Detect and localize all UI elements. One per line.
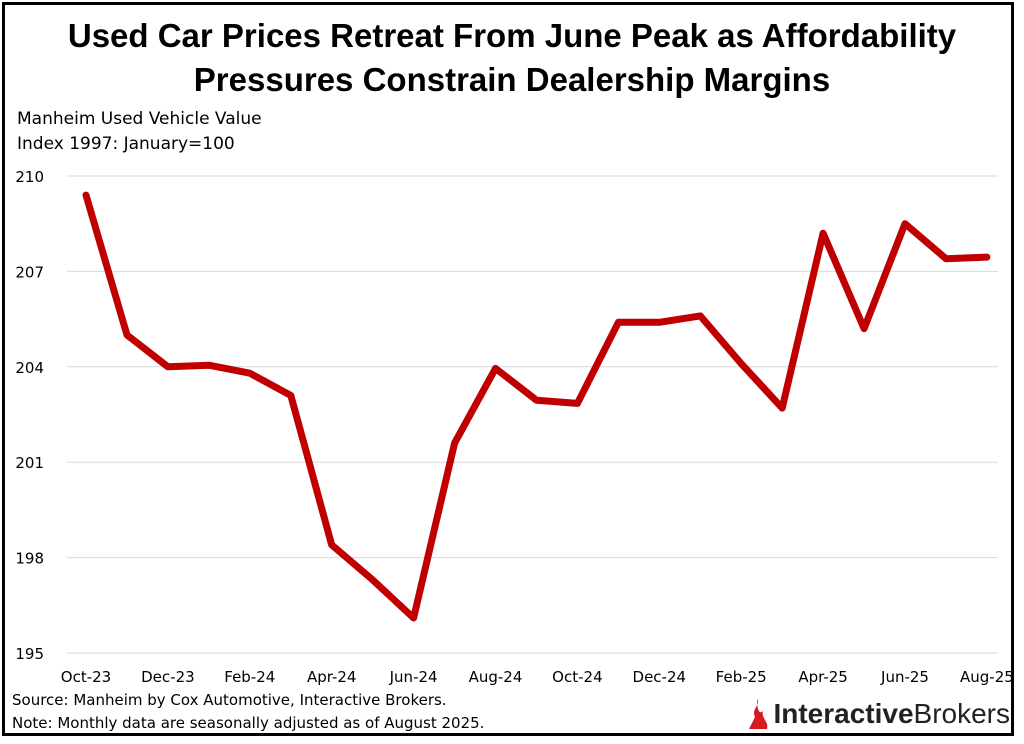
data-point-Jan-25: [699, 315, 701, 317]
x-tick-label: Apr-25: [798, 668, 848, 686]
data-point-Nov-24: [617, 321, 619, 323]
y-tick-label: 198: [15, 550, 44, 568]
brand-name-part-1: Interactive: [773, 698, 914, 729]
data-point-Feb-24: [249, 372, 251, 374]
x-tick-labels: Oct-23 Dec-23 Feb-24 Apr-24 Jun-24 Aug-24 Oct-…: [61, 668, 1014, 686]
data-point-Jun-25: [904, 223, 906, 225]
data-point-May-24: [372, 579, 374, 581]
data-point-Jul-24: [454, 442, 456, 444]
data-point-Oct-24: [576, 402, 578, 404]
source-note: Source: Manheim by Cox Automotive, Inter…: [12, 691, 447, 709]
y-axis-label-line-2: Index 1997: January=100: [17, 134, 235, 154]
data-point-Dec-23: [167, 366, 169, 368]
data-point-Apr-25: [822, 232, 824, 234]
series-layer: [82, 191, 991, 622]
y-axis-label-line-1: Manheim Used Vehicle Value: [17, 109, 262, 129]
x-tick-label: Dec-23: [141, 668, 195, 686]
x-tick-label: Feb-25: [716, 668, 767, 686]
data-point-Sep-24: [535, 399, 537, 401]
x-tick-label: Feb-24: [224, 668, 275, 686]
x-tick-label: Jun-25: [880, 668, 929, 686]
data-point-Mar-24: [290, 394, 292, 396]
chart-title: Used Car Prices Retreat From June Peak a…: [0, 14, 1024, 102]
y-tick-labels: 195 198 201 204 207 210: [15, 168, 44, 663]
y-tick-label: 207: [15, 263, 44, 281]
x-tick-label: Dec-24: [633, 668, 687, 686]
brokers-flame-icon: [749, 699, 768, 729]
brand-name-part-2: Brokers: [913, 698, 1010, 729]
data-point-Feb-25: [740, 363, 742, 365]
grid-layer: [67, 175, 998, 654]
x-tick-label: Apr-24: [307, 668, 357, 686]
data-point-Jun-24: [413, 617, 415, 619]
x-tick-label: Oct-23: [61, 668, 111, 686]
y-tick-label: 195: [15, 645, 44, 663]
data-point-May-25: [863, 328, 865, 330]
data-point-Oct-23: [85, 194, 87, 196]
y-tick-label: 210: [15, 168, 44, 186]
data-note: Note: Monthly data are seasonally adjust…: [12, 714, 485, 732]
x-tick-label: Aug-24: [469, 668, 523, 686]
data-point-Nov-23: [126, 334, 128, 336]
data-point-Jan-24: [208, 364, 210, 366]
x-tick-label: Oct-24: [552, 668, 602, 686]
x-tick-label: Jun-24: [389, 668, 438, 686]
y-tick-label: 204: [15, 359, 44, 377]
data-point-Aug-25: [986, 256, 988, 258]
data-point-Apr-24: [331, 544, 333, 546]
series-line-0: [82, 191, 991, 622]
data-point-Dec-24: [658, 321, 660, 323]
interactive-brokers-logo: Interactive Brokers: [747, 696, 1010, 732]
y-tick-label: 201: [15, 454, 44, 472]
x-tick-label: Aug-25: [960, 668, 1014, 686]
data-point-Jul-25: [945, 258, 947, 260]
title-line-1: Used Car Prices Retreat From June Peak a…: [67, 17, 957, 54]
data-point-Mar-25: [781, 407, 783, 409]
title-line-2: Pressures Constrain Dealership Margins: [193, 61, 831, 98]
data-point-Aug-24: [495, 367, 496, 369]
